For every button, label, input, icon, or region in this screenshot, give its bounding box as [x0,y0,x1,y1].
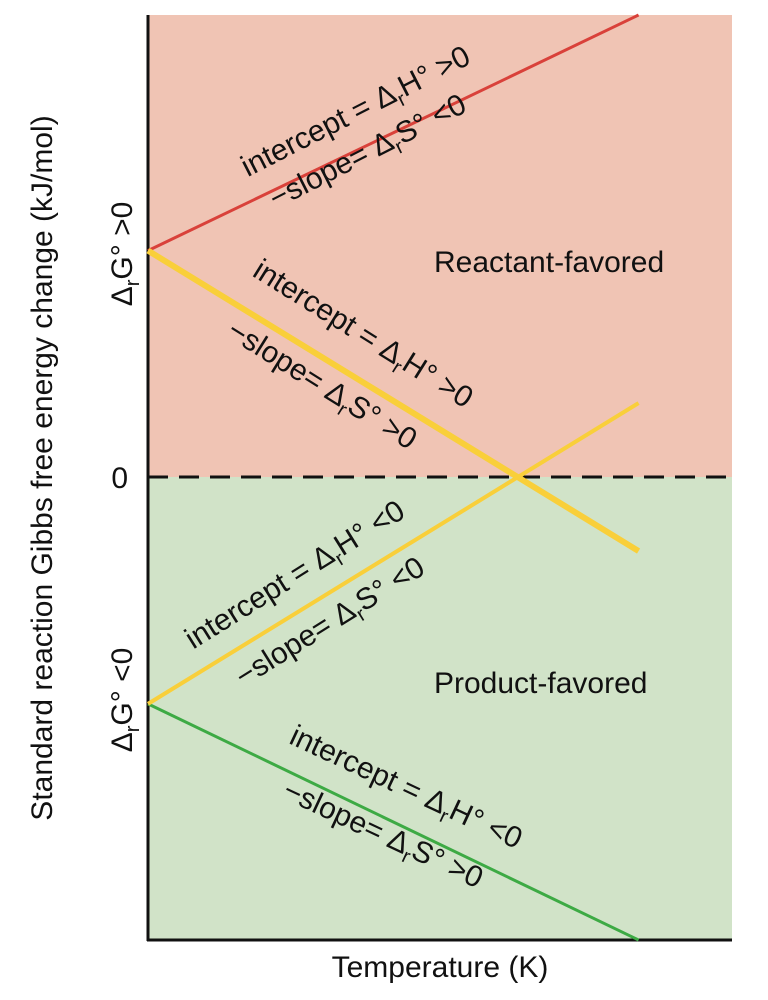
series-line-red [147,13,640,252]
series-line-yellow-descending [146,248,641,554]
y-axis-title: Standard reaction Gibbs free energy chan… [26,115,59,820]
series-line-green [147,702,640,942]
series-line-yellow-ascending [146,401,640,706]
reactant-favored-region [148,15,732,477]
product-favored-label: Product-favored [434,667,647,700]
upper-axis-label: ΔrG° >0 [106,202,144,307]
lower-axis-label: ΔrG° <0 [106,648,144,753]
y-tick-zero: 0 [111,462,128,495]
reactant-favored-label: Reactant-favored [434,246,664,279]
product-favored-region [148,477,732,940]
x-axis-title: Temperature (K) [332,951,549,984]
